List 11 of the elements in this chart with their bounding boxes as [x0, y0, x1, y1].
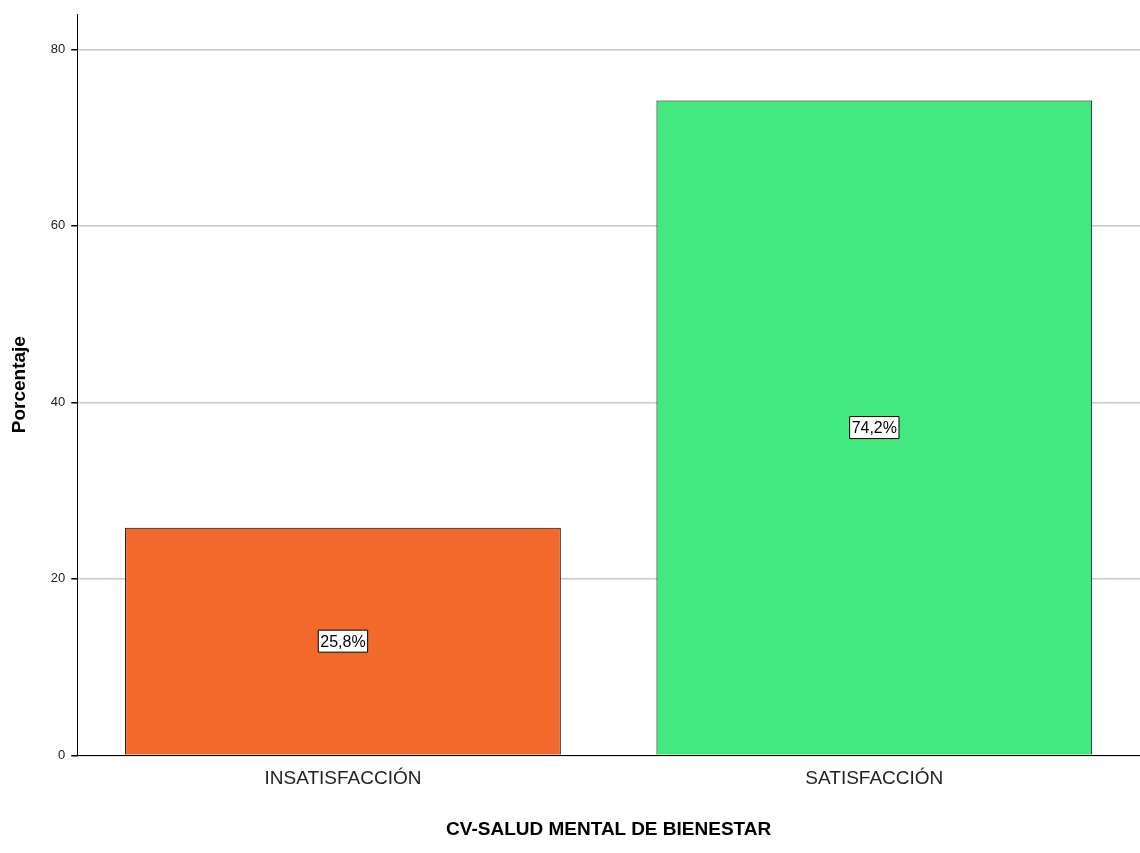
x-axis-title: CV-SALUD MENTAL DE BIENESTAR [446, 817, 772, 839]
x-tick-label: SATISFACCIÓN [805, 767, 944, 789]
x-tick-label: INSATISFACCIÓN [264, 767, 422, 789]
y-tick-label: 20 [50, 570, 66, 586]
data-label: 74,2% [851, 418, 897, 436]
y-tick-label: 80 [50, 40, 66, 56]
data-label: 25,8% [320, 632, 366, 650]
y-tick-label: 60 [50, 217, 66, 233]
y-tick-label: 0 [58, 746, 66, 762]
y-tick-label: 40 [50, 393, 66, 409]
y-axis-title: Porcentaje [7, 336, 29, 434]
